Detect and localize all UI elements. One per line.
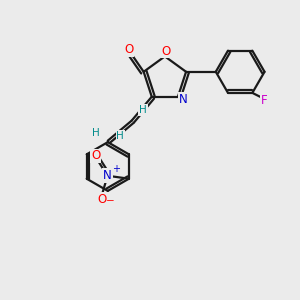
Text: O: O	[98, 193, 107, 206]
Text: O: O	[162, 44, 171, 58]
Text: H: H	[139, 105, 147, 115]
Text: F: F	[261, 94, 268, 107]
Text: N: N	[179, 93, 188, 106]
Text: H: H	[116, 131, 124, 141]
Text: N: N	[103, 169, 112, 182]
Text: −: −	[106, 196, 115, 206]
Text: O: O	[91, 149, 100, 162]
Text: O: O	[124, 43, 134, 56]
Text: H: H	[92, 128, 100, 138]
Text: +: +	[112, 164, 120, 174]
